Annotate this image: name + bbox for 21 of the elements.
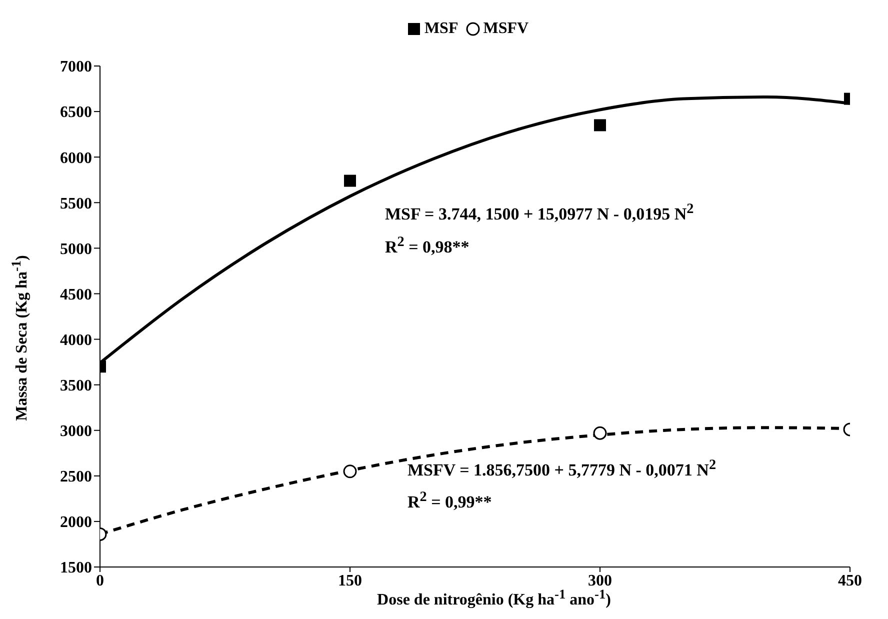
x-tick-label: 150 xyxy=(338,572,362,590)
y-tick-label: 2000 xyxy=(60,514,92,532)
annotation: MSFV = 1.856,7500 + 5,7779 N - 0,0071 N$^{2}$ xyxy=(408,456,716,480)
y-tick-label: 2500 xyxy=(60,468,92,486)
y-tick-label: 4000 xyxy=(60,332,92,349)
annotation: R$^{2}$ = 0,98** xyxy=(385,234,470,258)
y-tick-label: 6000 xyxy=(60,150,92,167)
legend-label: MSFV xyxy=(483,20,529,38)
legend-label: MSF xyxy=(424,20,458,38)
x-tick-label: 450 xyxy=(838,572,862,590)
x-tick-label: 0 xyxy=(96,572,104,590)
y-tick-label: 7000 xyxy=(60,58,92,76)
y-tick-label: 6500 xyxy=(60,104,92,122)
y-tick-label: 4500 xyxy=(60,286,92,304)
y-tick-label: 5000 xyxy=(60,240,92,258)
y-tick-label: 3500 xyxy=(60,378,92,394)
y-tick-label: 3000 xyxy=(60,423,92,440)
y-tick-label: 1500 xyxy=(60,560,92,577)
annotation: MSF = 3.744, 1500 + 15,0977 N - 0,0195 N$^{2}$ xyxy=(385,201,694,225)
annotation: R$^{2}$ = 0,99** xyxy=(408,489,492,514)
y-tick-label: 5500 xyxy=(60,195,92,212)
